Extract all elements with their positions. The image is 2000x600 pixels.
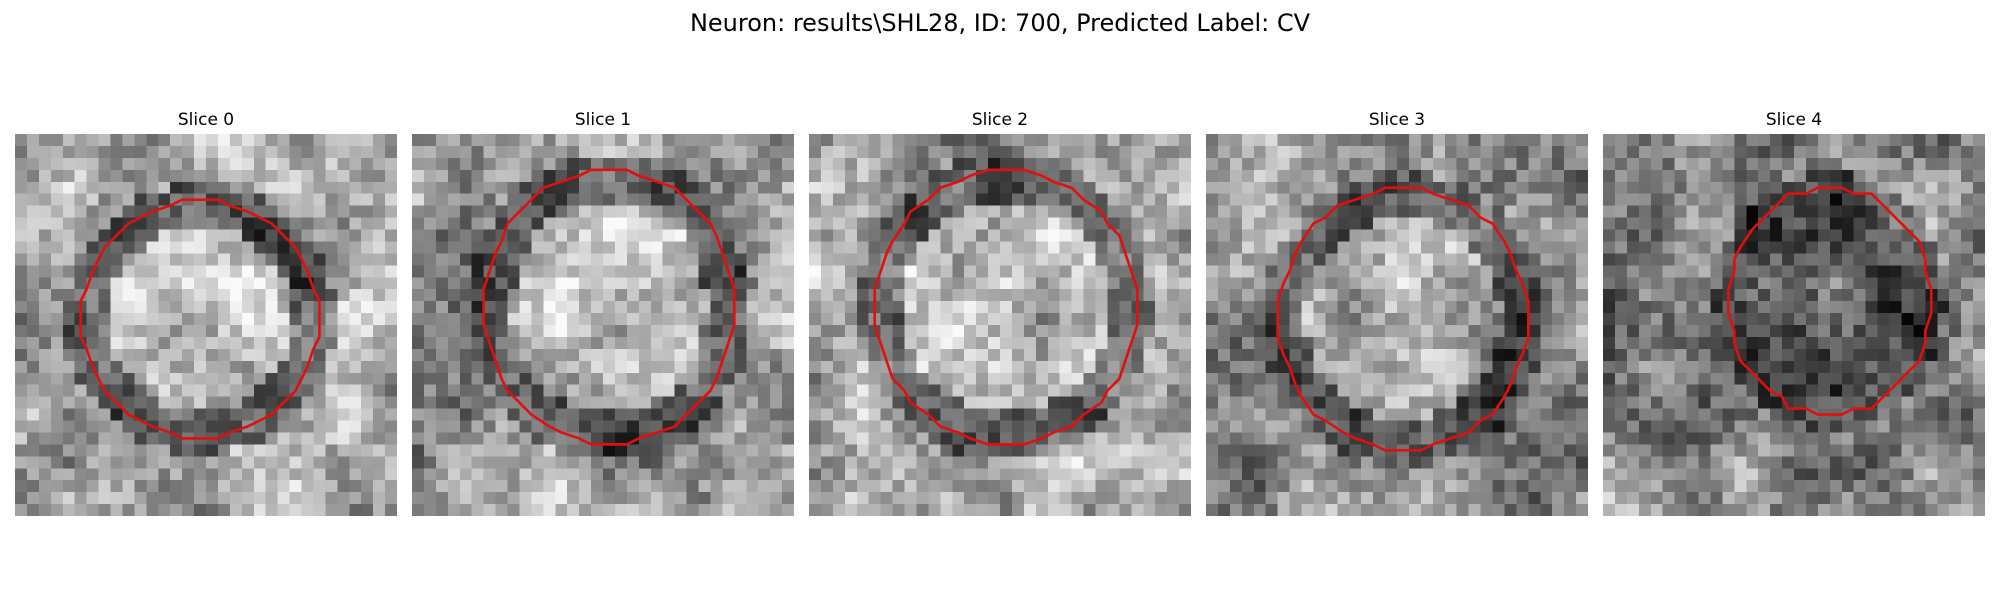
slice-image (1603, 134, 1985, 516)
pixel-grid (809, 134, 1191, 516)
slice-image (412, 134, 794, 516)
slice-panel-1: Slice 1 (412, 108, 794, 516)
contour-outline (1276, 186, 1530, 452)
slice-title: Slice 0 (177, 110, 235, 130)
slice-title: Slice 3 (1368, 110, 1426, 130)
figure-title: Neuron: results\SHL28, ID: 700, Predicte… (689, 9, 1311, 37)
slice-image (1206, 134, 1588, 516)
contour-outline (873, 168, 1139, 446)
slice-panel-4: Slice 4 (1603, 108, 1985, 516)
slice-title: Slice 2 (971, 110, 1029, 130)
slice-image (15, 134, 397, 516)
pixel-grid (15, 134, 397, 516)
slice-panel-2: Slice 2 (809, 108, 1191, 516)
contour-outline (79, 198, 321, 440)
pixel-grid (412, 134, 794, 516)
contour-outline (482, 168, 736, 446)
slice-panel-0: Slice 0 (15, 108, 397, 516)
slice-panel-3: Slice 3 (1206, 108, 1588, 516)
pixel-grid (1206, 134, 1588, 516)
slice-image (809, 134, 1191, 516)
slice-title: Slice 1 (574, 110, 632, 130)
contour-outline (1727, 186, 1933, 416)
slice-title: Slice 4 (1765, 110, 1823, 130)
